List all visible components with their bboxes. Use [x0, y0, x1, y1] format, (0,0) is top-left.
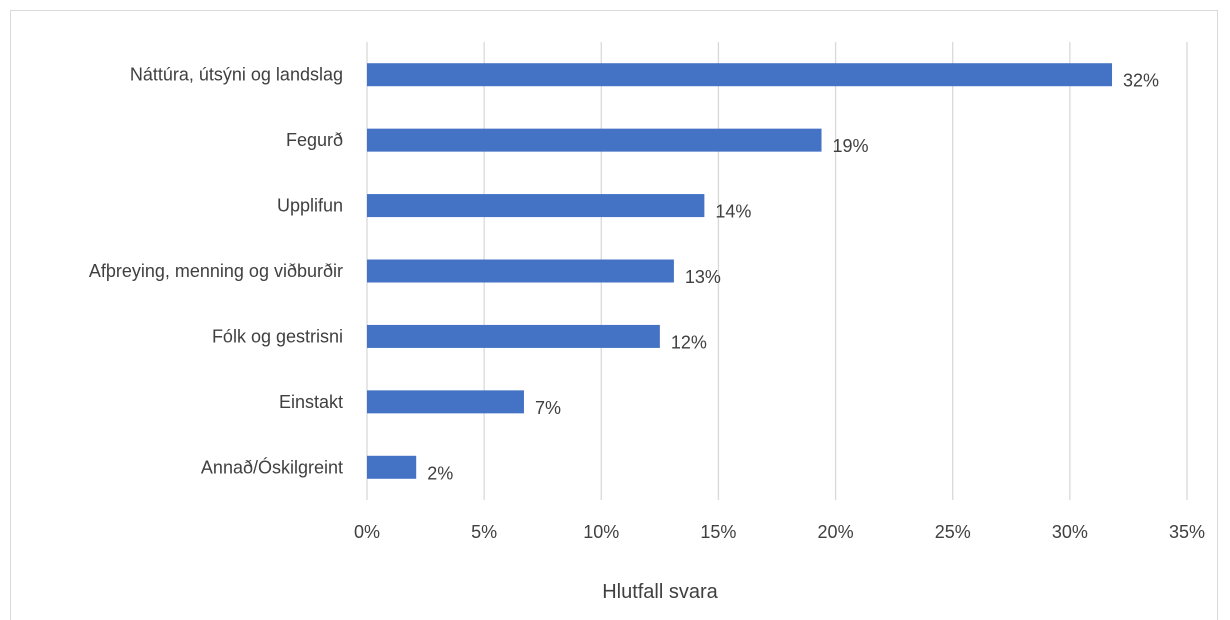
data-label: 14%: [715, 202, 751, 222]
bar: [367, 128, 822, 152]
bars: [367, 63, 1113, 479]
data-label: 13%: [685, 267, 721, 287]
x-tick-label: 35%: [1169, 522, 1205, 542]
x-tick-label: 0%: [354, 522, 380, 542]
x-tick-label: 10%: [583, 522, 619, 542]
category-label: Upplifun: [277, 196, 343, 216]
bar: [367, 324, 660, 348]
category-label: Einstakt: [279, 392, 343, 412]
bar: [367, 194, 705, 218]
bar: [367, 63, 1113, 87]
bar: [367, 455, 417, 479]
category-label: Fólk og gestrisni: [212, 326, 343, 346]
data-label: 19%: [833, 136, 869, 156]
chart-frame: [10, 10, 1218, 620]
x-tick-label: 5%: [471, 522, 497, 542]
x-tick-label: 25%: [935, 522, 971, 542]
bar: [367, 259, 674, 283]
data-label: 7%: [535, 398, 561, 418]
labels: 0% 5% 10% 15% 20% 25% 30% 35% Náttúra, útsýni og…: [89, 65, 1205, 542]
x-tick-label: 15%: [700, 522, 736, 542]
data-label: 32%: [1123, 71, 1159, 91]
data-label: 2%: [427, 463, 453, 483]
category-label: Fegurð: [286, 130, 343, 150]
x-tick-label: 20%: [818, 522, 854, 542]
bar: [367, 390, 524, 414]
category-label: Náttúra, útsýni og landslag: [130, 65, 343, 85]
category-label: Annað/Óskilgreint: [201, 456, 343, 477]
category-label: Afþreying, menning og viðburðir: [89, 261, 343, 281]
x-tick-label: 30%: [1052, 522, 1088, 542]
data-label: 12%: [671, 332, 707, 352]
x-axis-title: Hlutfall svara: [602, 581, 718, 603]
